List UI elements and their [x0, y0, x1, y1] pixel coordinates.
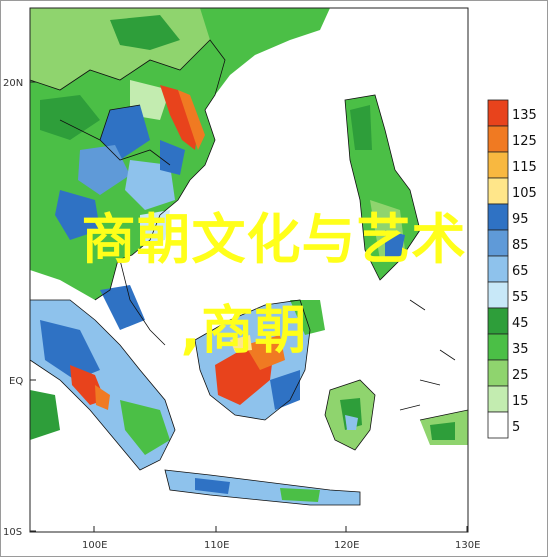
legend-label-125: 125 [512, 134, 537, 149]
legend-swatch-15 [487, 385, 509, 413]
coastlines [30, 39, 468, 506]
legend-swatch-135 [487, 99, 509, 127]
legend-swatch-105 [487, 177, 509, 205]
color-legend: 135 125 115 105 95 85 65 55 45 35 25 15 5 [487, 99, 537, 439]
legend-swatch-115 [487, 151, 509, 179]
lat-label-eq: EQ [9, 376, 23, 387]
legend-label-45: 45 [512, 316, 529, 331]
lat-label-20n: 20N [3, 78, 23, 89]
overlay-subtitle: ,商朝 [180, 301, 308, 361]
legend-swatch-5 [487, 411, 509, 439]
legend-label-105: 105 [512, 186, 537, 201]
lon-label-130e: 130E [455, 540, 480, 551]
axis-ticks [30, 81, 468, 532]
lon-label-100e: 100E [82, 540, 107, 551]
legend-label-35: 35 [512, 342, 529, 357]
legend-label-85: 85 [512, 238, 529, 253]
map-field [30, 8, 468, 506]
legend-label-15: 15 [512, 394, 529, 409]
legend-label-55: 55 [512, 290, 529, 305]
legend-label-65: 65 [512, 264, 529, 279]
lon-label-110e: 110E [204, 540, 229, 551]
legend-swatch-125 [487, 125, 509, 153]
legend-label-5: 5 [512, 420, 520, 435]
overlay-title: 商朝文化与艺术 [81, 208, 467, 271]
map-frame [29, 7, 469, 533]
legend-label-135: 135 [512, 108, 537, 123]
legend-label-25: 25 [512, 368, 529, 383]
legend-label-95: 95 [512, 212, 529, 227]
lon-label-120e: 120E [334, 540, 359, 551]
legend-swatch-25 [487, 359, 509, 387]
lat-label-10s: 10S [3, 527, 22, 538]
legend-label-115: 115 [512, 160, 537, 175]
